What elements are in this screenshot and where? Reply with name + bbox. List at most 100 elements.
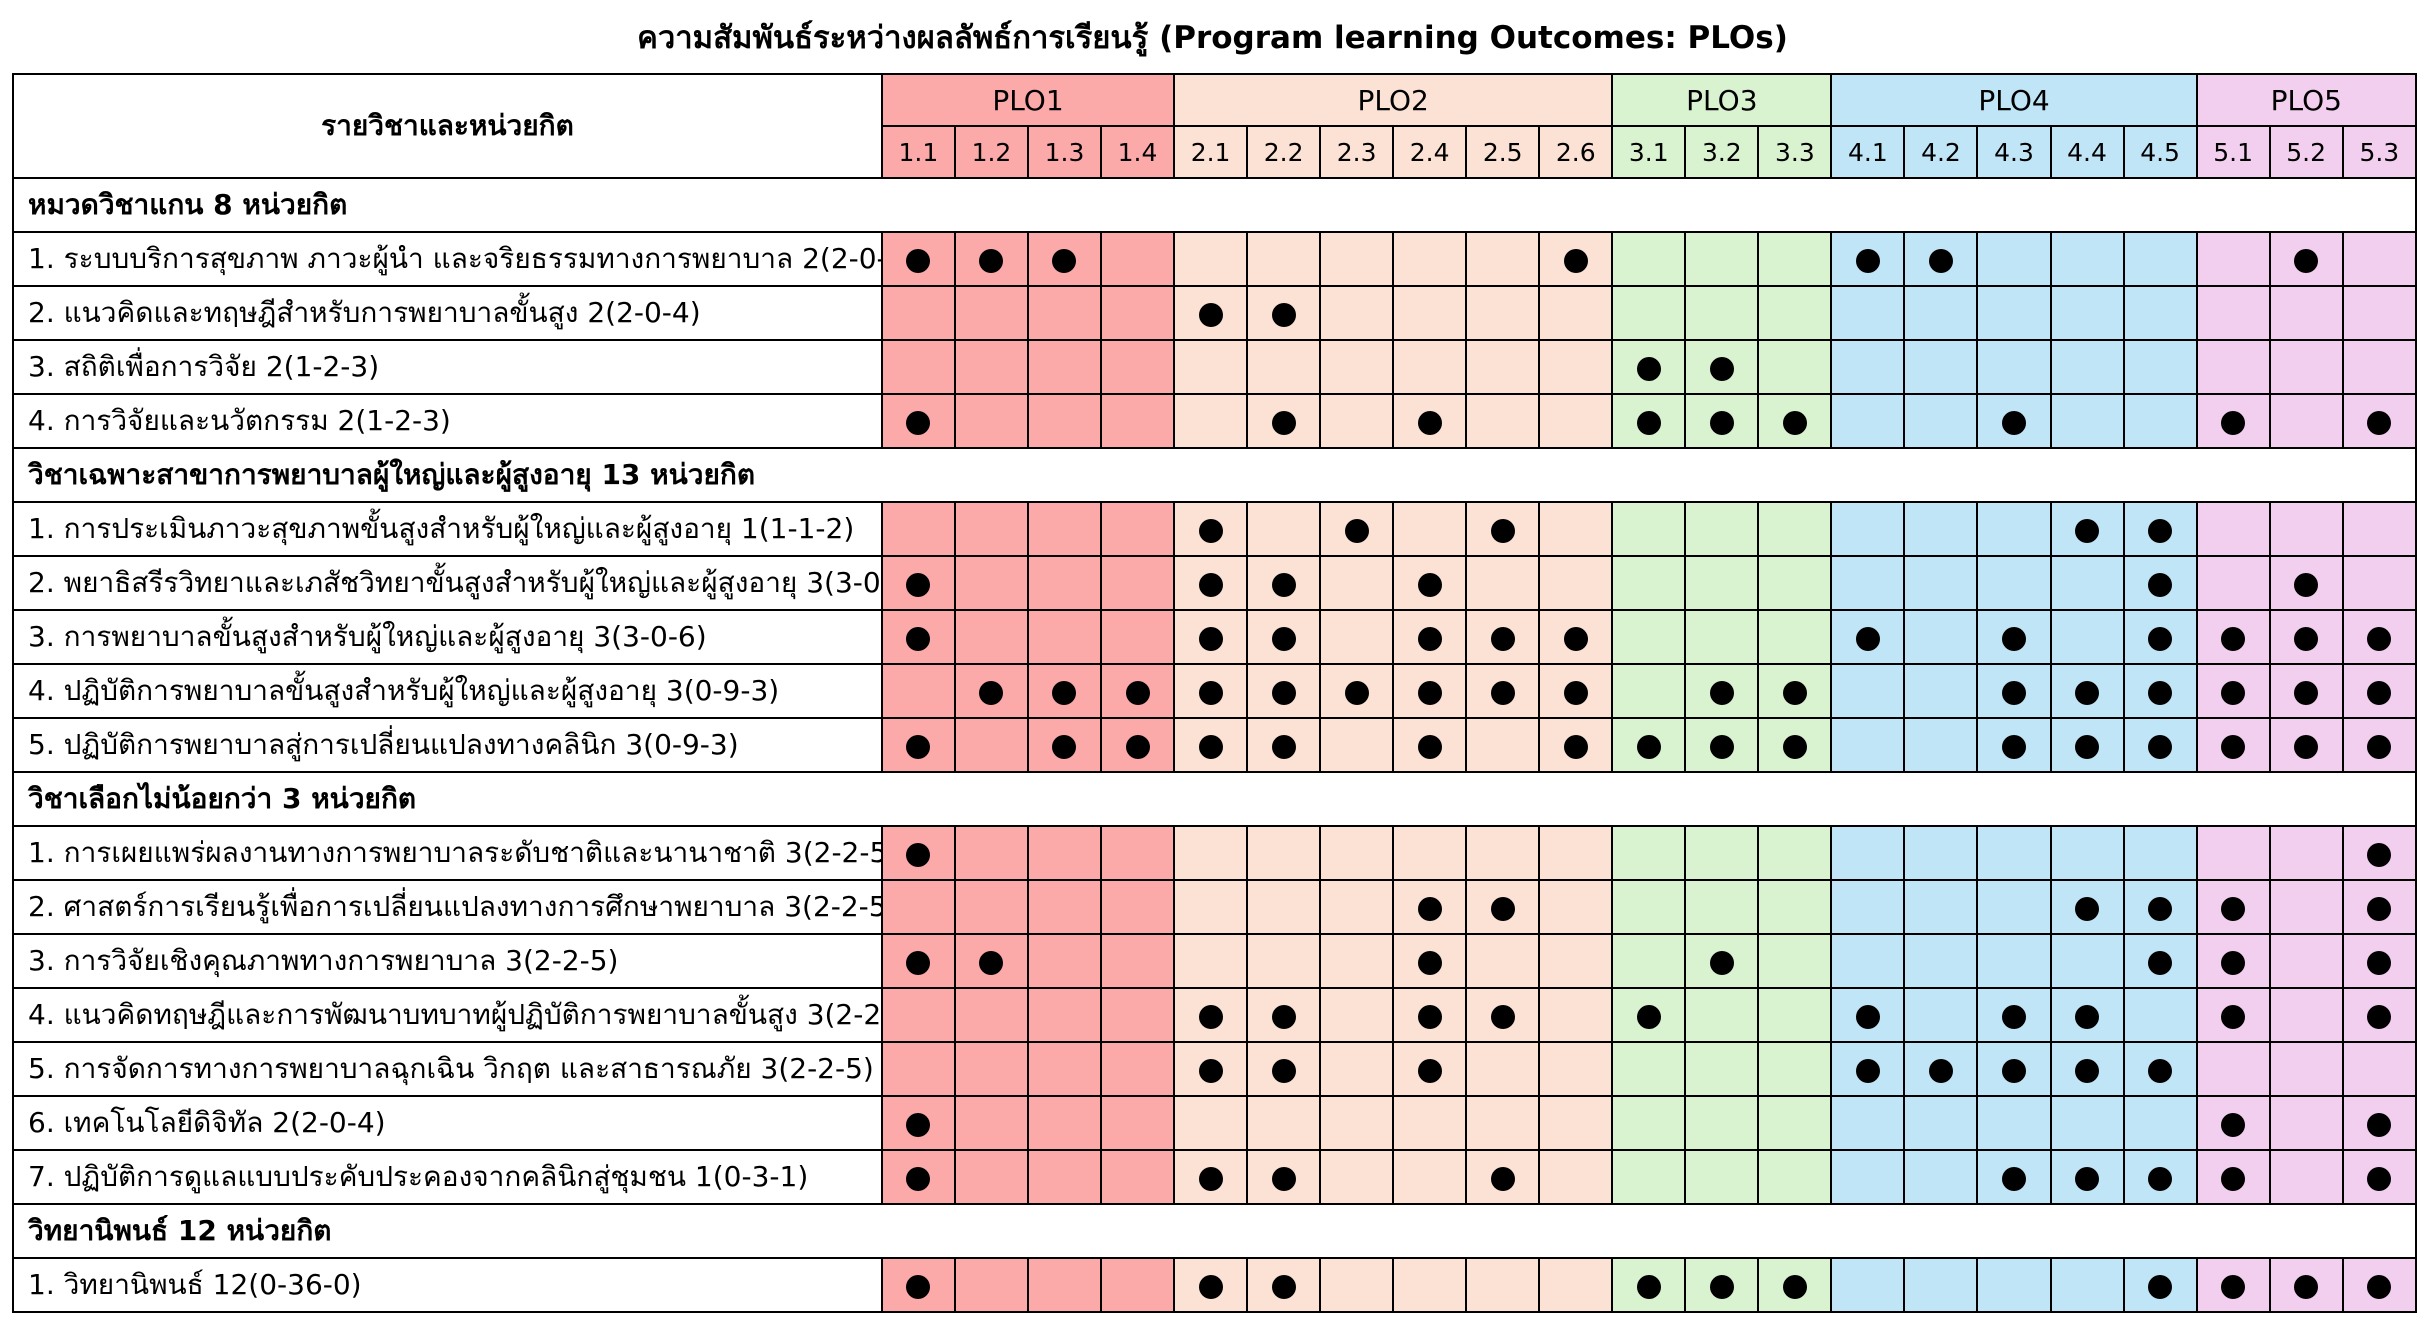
mapping-cell — [1246, 825, 1322, 881]
mapping-cell — [2122, 1149, 2198, 1205]
plo-sub-header: 2.2 — [1246, 125, 1322, 179]
mapping-cell — [1319, 501, 1395, 557]
dot-icon — [2075, 1058, 2100, 1083]
mapping-cell — [1173, 231, 1249, 287]
mapping-cell — [1976, 1095, 2052, 1151]
table-row: 4. ปฏิบัติการพยาบาลขั้นสูงสำหรับผู้ใหญ่แ… — [12, 663, 2418, 719]
mapping-cell — [1319, 555, 1395, 611]
mapping-cell — [2268, 555, 2344, 611]
dot-icon — [906, 734, 931, 759]
mapping-cell — [1757, 1149, 1833, 1205]
dot-icon — [1271, 680, 1296, 705]
mapping-cell — [880, 393, 956, 449]
dot-icon — [1563, 680, 1588, 705]
dot-icon — [2148, 572, 2173, 597]
mapping-cell — [1319, 393, 1395, 449]
mapping-cell — [2341, 609, 2418, 665]
dot-icon — [1417, 896, 1442, 921]
mapping-cell — [1903, 879, 1979, 935]
mapping-cell — [2122, 285, 2198, 341]
mapping-cell — [2195, 825, 2271, 881]
mapping-cell — [1976, 285, 2052, 341]
mapping-cell — [1757, 231, 1833, 287]
mapping-cell — [1173, 555, 1249, 611]
dot-icon — [2001, 626, 2026, 651]
mapping-cell — [1026, 501, 1103, 557]
mapping-cell — [1611, 231, 1687, 287]
mapping-cell — [1392, 393, 1468, 449]
mapping-cell — [1757, 501, 1833, 557]
mapping-cell — [1611, 1149, 1687, 1205]
mapping-cell — [1026, 825, 1103, 881]
dot-icon — [1125, 734, 1150, 759]
mapping-cell — [1757, 717, 1833, 773]
mapping-cell — [1684, 501, 1760, 557]
mapping-cell — [2341, 1095, 2418, 1151]
dot-icon — [2367, 1274, 2392, 1299]
mapping-cell — [1099, 609, 1176, 665]
dot-icon — [2148, 734, 2173, 759]
dot-icon — [1198, 1004, 1223, 1029]
mapping-cell — [2341, 1149, 2418, 1205]
mapping-cell — [1465, 555, 1541, 611]
mapping-cell — [1465, 663, 1541, 719]
mapping-cell — [1319, 1041, 1395, 1097]
mapping-cell — [1830, 339, 1906, 395]
mapping-cell — [1757, 825, 1833, 881]
dot-icon — [1271, 572, 1296, 597]
mapping-cell — [2122, 555, 2198, 611]
dot-icon — [2221, 734, 2246, 759]
mapping-cell — [953, 501, 1029, 557]
mapping-cell — [953, 933, 1029, 989]
mapping-cell — [1830, 825, 1906, 881]
plo-group-header: PLO1 — [880, 73, 1176, 127]
mapping-cell — [1976, 555, 2052, 611]
mapping-cell — [1319, 933, 1395, 989]
mapping-cell — [2049, 555, 2125, 611]
mapping-cell — [2195, 1095, 2271, 1151]
mapping-cell — [1903, 231, 1979, 287]
mapping-cell — [1684, 231, 1760, 287]
mapping-cell — [1830, 717, 1906, 773]
mapping-cell — [1173, 285, 1249, 341]
plo-sub-header: 4.3 — [1976, 125, 2052, 179]
dot-icon — [1636, 356, 1661, 381]
course-label: 1. ระบบบริการสุขภาพ ภาวะผู้นำ และจริยธรร… — [12, 231, 883, 287]
dot-icon — [2221, 1112, 2246, 1137]
mapping-cell — [1538, 1041, 1614, 1097]
dot-icon — [2367, 1004, 2392, 1029]
mapping-cell — [1976, 663, 2052, 719]
mapping-cell — [1392, 717, 1468, 773]
dot-icon — [979, 950, 1004, 975]
table-row: 2. แนวคิดและทฤษฎีสำหรับการพยาบาลขั้นสูง … — [12, 285, 2418, 341]
mapping-cell — [953, 1095, 1029, 1151]
dot-icon — [2148, 1058, 2173, 1083]
mapping-cell — [1976, 231, 2052, 287]
dot-icon — [906, 1274, 931, 1299]
mapping-cell — [2195, 393, 2271, 449]
mapping-cell — [2049, 1041, 2125, 1097]
mapping-cell — [1099, 501, 1176, 557]
mapping-cell — [1976, 609, 2052, 665]
mapping-cell — [2049, 663, 2125, 719]
mapping-cell — [2268, 1041, 2344, 1097]
mapping-cell — [1026, 1041, 1103, 1097]
mapping-cell — [880, 501, 956, 557]
mapping-cell — [1392, 1257, 1468, 1313]
mapping-cell — [1757, 609, 1833, 665]
section-heading: วิชาเลือกไม่น้อยกว่า 3 หน่วยกิต — [12, 771, 2417, 827]
mapping-cell — [1684, 1149, 1760, 1205]
mapping-cell — [1099, 339, 1176, 395]
mapping-cell — [1173, 933, 1249, 989]
dot-icon — [1198, 626, 1223, 651]
mapping-cell — [1903, 1095, 1979, 1151]
mapping-cell — [1538, 1149, 1614, 1205]
mapping-cell — [1976, 339, 2052, 395]
mapping-cell — [1173, 1257, 1249, 1313]
mapping-cell — [1976, 987, 2052, 1043]
dot-icon — [1709, 680, 1734, 705]
section-heading: วิชาเฉพาะสาขาการพยาบาลผู้ใหญ่และผู้สูงอา… — [12, 447, 2417, 503]
dot-icon — [2367, 842, 2392, 867]
mapping-cell — [2268, 231, 2344, 287]
plo-sub-header: 2.4 — [1392, 125, 1468, 179]
